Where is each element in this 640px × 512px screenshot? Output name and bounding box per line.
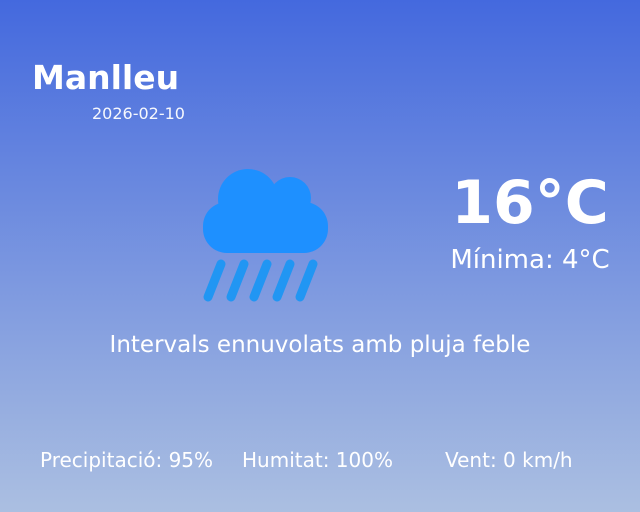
cloud-base <box>203 202 328 253</box>
rain-streak <box>272 259 295 302</box>
rain-streak <box>226 259 249 302</box>
current-temperature: 16°C <box>451 168 609 238</box>
rain-streak <box>203 259 226 302</box>
wind-stat: Vent: 0 km/h <box>445 448 573 472</box>
date-label: 2026-02-10 <box>92 104 185 123</box>
rain-streak <box>249 259 272 302</box>
minimum-temperature: Mínima: 4°C <box>450 245 610 275</box>
condition-description: Intervals ennuvolats amb pluja feble <box>109 332 531 358</box>
rain-streak <box>295 259 318 302</box>
location-name: Manlleu <box>32 58 180 97</box>
rain-cloud-icon <box>203 169 328 302</box>
humidity-stat: Humitat: 100% <box>242 448 393 472</box>
rain-streaks <box>203 259 318 302</box>
precipitation-stat: Precipitació: 95% <box>40 448 214 472</box>
